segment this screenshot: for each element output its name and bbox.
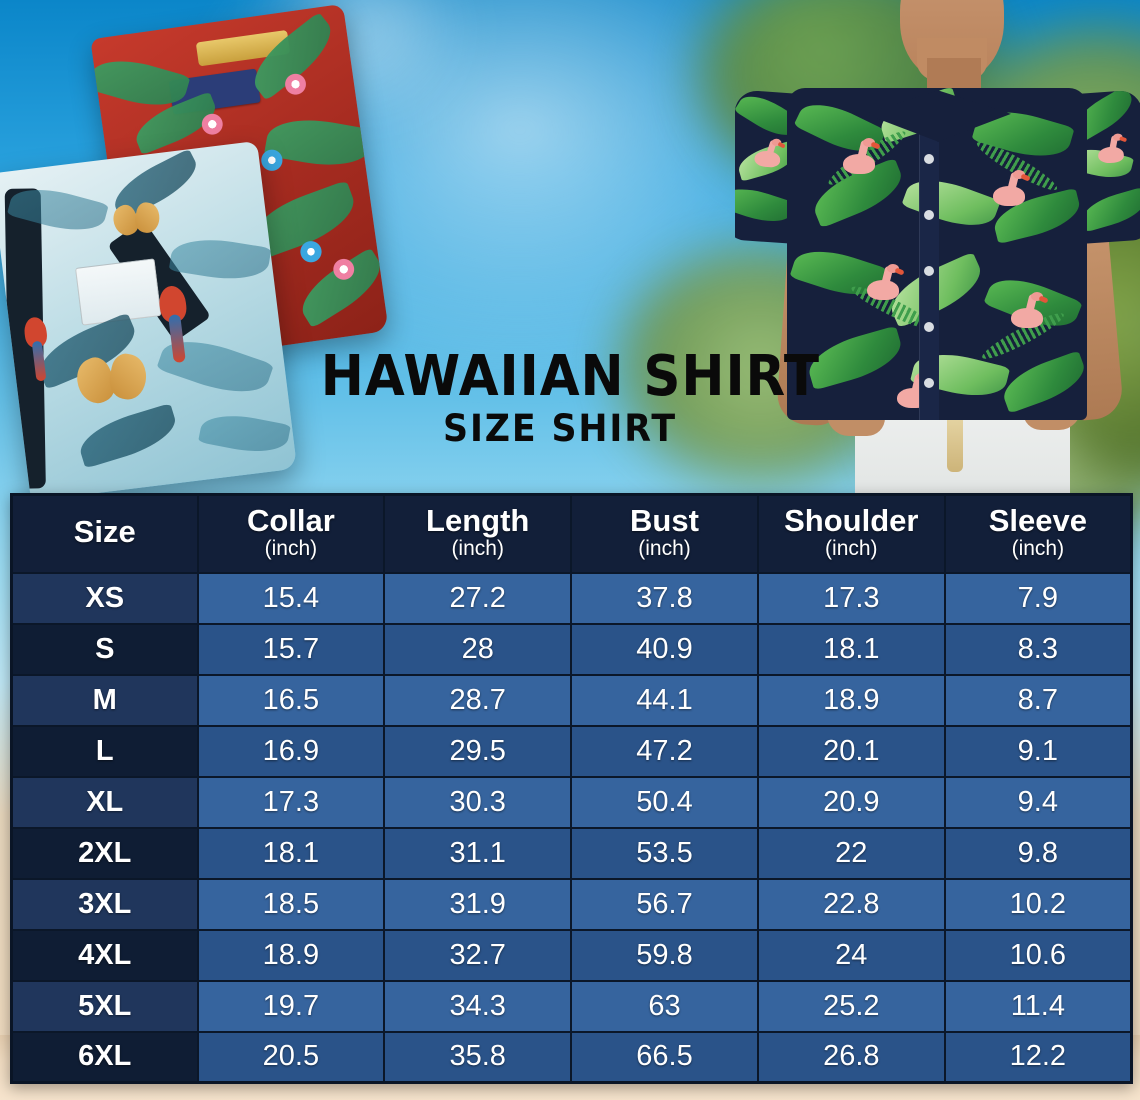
table-header: Size Collar (inch) Length (inch) Bust (i…: [10, 493, 1133, 574]
cell-bust: 63: [570, 979, 759, 1033]
table-row: 6XL 20.5 35.8 66.5 26.8 12.2: [10, 1030, 1133, 1084]
cell-length: 29.5: [383, 724, 573, 778]
cell-collar: 17.3: [196, 775, 386, 829]
page-title: HAWAIIAN SHIRT SIZE SHIRT: [300, 348, 820, 450]
cell-size: M: [10, 673, 199, 727]
cell-length: 31.1: [383, 826, 573, 880]
table-body: XS 15.4 27.2 37.8 17.3 7.9 S 15.7 28 40.9 18.1 8.3 M…: [10, 571, 1133, 1084]
column-header-collar: Collar (inch): [196, 493, 386, 574]
table-row: 4XL 18.9 32.7 59.8 24 10.6: [10, 928, 1133, 982]
cell-bust: 53.5: [570, 826, 759, 880]
cell-bust: 37.8: [570, 571, 759, 625]
cell-size: 2XL: [10, 826, 199, 880]
header-unit-shoulder: (inch): [825, 536, 878, 560]
column-header-size: Size: [10, 493, 199, 574]
cell-length: 30.3: [383, 775, 573, 829]
header-unit-bust: (inch): [638, 536, 691, 560]
cell-length: 31.9: [383, 877, 573, 931]
header-unit-length: (inch): [451, 536, 504, 560]
cell-shoulder: 20.1: [756, 724, 946, 778]
cell-bust: 40.9: [570, 622, 759, 676]
cell-collar: 18.5: [196, 877, 386, 931]
shirt-placket: [919, 102, 939, 420]
cell-shoulder: 18.9: [756, 673, 946, 727]
cell-size: XS: [10, 571, 199, 625]
header-unit-collar: (inch): [264, 536, 318, 560]
column-header-length: Length (inch): [383, 493, 573, 574]
size-chart-table: Size Collar (inch) Length (inch) Bust (i…: [10, 493, 1133, 1084]
cell-sleeve: 9.1: [943, 724, 1133, 778]
cell-collar: 16.9: [196, 724, 386, 778]
cell-shoulder: 22.8: [756, 877, 946, 931]
cell-length: 28.7: [383, 673, 573, 727]
cell-length: 35.8: [383, 1030, 573, 1084]
header-label-length: Length: [426, 502, 530, 538]
header-row: Size Collar (inch) Length (inch) Bust (i…: [10, 493, 1133, 574]
cell-size: XL: [10, 775, 199, 829]
cell-sleeve: 8.7: [943, 673, 1133, 727]
cell-sleeve: 10.6: [943, 928, 1133, 982]
table-row: L 16.9 29.5 47.2 20.1 9.1: [10, 724, 1133, 778]
cell-collar: 18.1: [196, 826, 386, 880]
column-header-bust: Bust (inch): [570, 493, 759, 574]
cell-shoulder: 25.2: [756, 979, 946, 1033]
cell-size: 5XL: [10, 979, 199, 1033]
cell-collar: 15.7: [196, 622, 386, 676]
cell-sleeve: 9.8: [943, 826, 1133, 880]
cell-bust: 56.7: [570, 877, 759, 931]
cell-sleeve: 11.4: [943, 979, 1133, 1033]
title-subtitle: SIZE SHIRT: [443, 407, 677, 450]
table-row: 2XL 18.1 31.1 53.5 22 9.8: [10, 826, 1133, 880]
cell-bust: 47.2: [570, 724, 759, 778]
cell-bust: 66.5: [570, 1030, 759, 1084]
cell-size: 3XL: [10, 877, 199, 931]
header-label-bust: Bust: [630, 502, 699, 538]
header-label-collar: Collar: [246, 502, 335, 538]
cell-bust: 59.8: [570, 928, 759, 982]
model-photo: [735, 0, 1140, 495]
cell-collar: 15.4: [196, 571, 386, 625]
cell-bust: 50.4: [570, 775, 759, 829]
title-main: HAWAIIAN SHIRT: [320, 344, 820, 409]
cell-shoulder: 20.9: [756, 775, 946, 829]
table-row: XS 15.4 27.2 37.8 17.3 7.9: [10, 571, 1133, 625]
blue-hawaiian-shirt: [0, 140, 298, 502]
cell-length: 27.2: [383, 571, 573, 625]
header-label-sleeve: Sleeve: [988, 502, 1087, 538]
cell-size: 6XL: [10, 1030, 199, 1084]
cell-length: 28: [383, 622, 573, 676]
cell-shoulder: 26.8: [756, 1030, 946, 1084]
cell-collar: 18.9: [196, 928, 386, 982]
cell-shoulder: 22: [756, 826, 946, 880]
cell-size: L: [10, 724, 199, 778]
column-header-sleeve: Sleeve (inch): [943, 493, 1133, 574]
cell-shoulder: 17.3: [756, 571, 946, 625]
cell-sleeve: 12.2: [943, 1030, 1133, 1084]
table-row: M 16.5 28.7 44.1 18.9 8.7: [10, 673, 1133, 727]
cell-size: S: [10, 622, 199, 676]
cell-size: 4XL: [10, 928, 199, 982]
header-label-size: Size: [73, 513, 136, 549]
header-label-shoulder: Shoulder: [784, 502, 919, 538]
cell-collar: 16.5: [196, 673, 386, 727]
cell-sleeve: 7.9: [943, 571, 1133, 625]
header-unit-sleeve: (inch): [1011, 536, 1065, 560]
table-row: XL 17.3 30.3 50.4 20.9 9.4: [10, 775, 1133, 829]
cell-shoulder: 24: [756, 928, 946, 982]
cell-length: 34.3: [383, 979, 573, 1033]
cell-collar: 19.7: [196, 979, 386, 1033]
cell-length: 32.7: [383, 928, 573, 982]
cell-sleeve: 8.3: [943, 622, 1133, 676]
table-row: 3XL 18.5 31.9 56.7 22.8 10.2: [10, 877, 1133, 931]
cell-shoulder: 18.1: [756, 622, 946, 676]
cell-bust: 44.1: [570, 673, 759, 727]
table-row: S 15.7 28 40.9 18.1 8.3: [10, 622, 1133, 676]
cell-sleeve: 9.4: [943, 775, 1133, 829]
cell-collar: 20.5: [196, 1030, 386, 1084]
cell-sleeve: 10.2: [943, 877, 1133, 931]
column-header-shoulder: Shoulder (inch): [756, 493, 946, 574]
table-row: 5XL 19.7 34.3 63 25.2 11.4: [10, 979, 1133, 1033]
navy-flamingo-shirt: [787, 88, 1087, 420]
